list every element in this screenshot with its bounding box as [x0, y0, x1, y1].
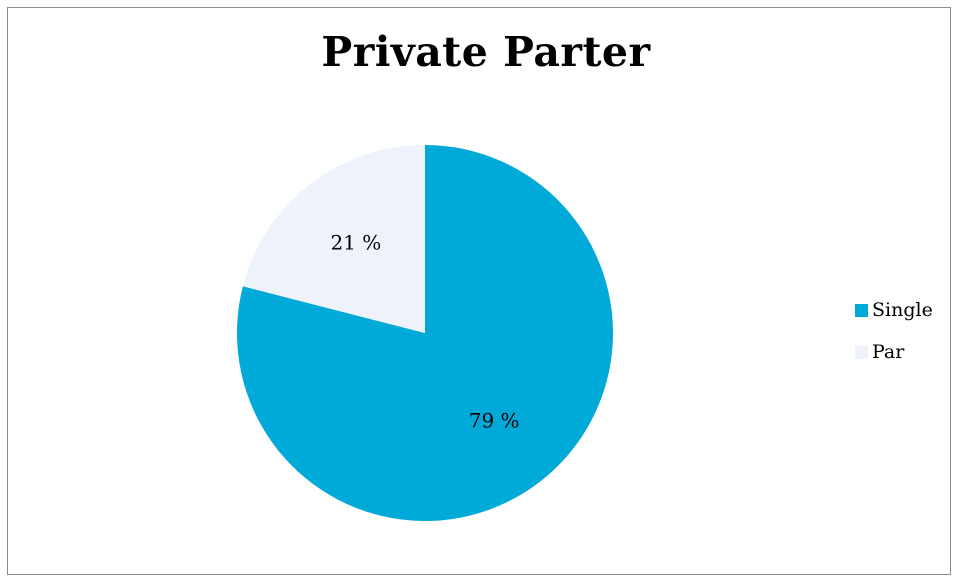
legend-swatch-par — [855, 345, 868, 359]
pie-slice-par — [242, 145, 425, 333]
legend-item-par: Par — [855, 340, 933, 364]
data-label-single: 79 % — [469, 409, 520, 433]
pie-slices — [236, 145, 613, 521]
chart-title: Private Parter — [321, 28, 651, 76]
legend-label-par: Par — [872, 341, 905, 363]
legend-item-single: Single — [855, 298, 933, 322]
legend-label-single: Single — [872, 299, 933, 321]
data-label-par: 21 % — [330, 230, 381, 254]
legend-swatch-single — [855, 303, 868, 317]
legend: Single Par — [855, 298, 933, 382]
pie-labels: 79 % 21 % — [330, 230, 519, 432]
